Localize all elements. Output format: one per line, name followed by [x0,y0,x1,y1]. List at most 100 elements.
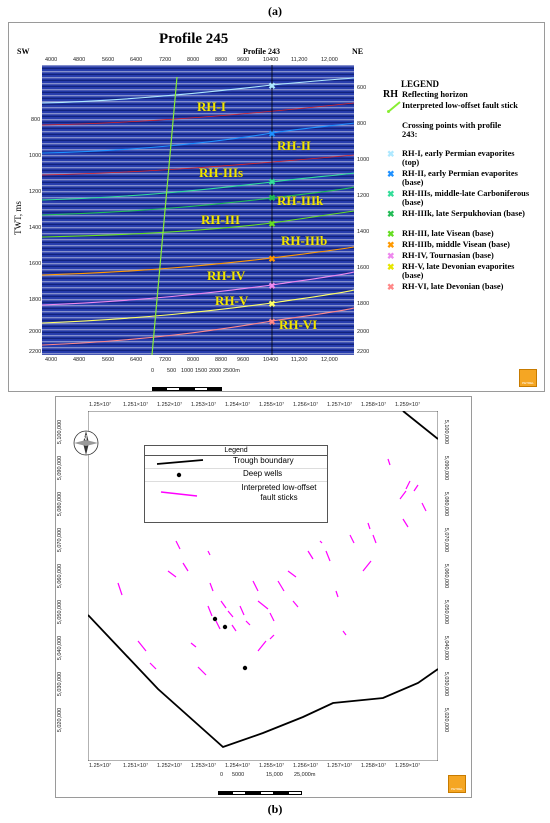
x-tick-bottom: 5600 [102,357,115,363]
trough-boundary-south [88,614,438,749]
map-x-tick-top: 1.252×10⁷ [157,402,183,408]
x-tick-top: 11,200 [291,57,308,63]
map-y-tick-right: 5,080,000 [443,491,450,517]
svg-text:✖: ✖ [268,193,276,203]
y-tick-right: 800 [357,121,367,127]
map-x-tick-bottom: 1.257×10⁷ [327,763,353,769]
y-tick-left: 1400 [29,225,42,231]
petrel-logo: PETREL [519,369,537,387]
fault-stick-icon [160,491,198,497]
horizon-label-rh-iii: RH-III [201,212,241,227]
x-tick-top: 5600 [102,57,115,63]
map-x-tick-bottom: 1.255×10⁷ [259,763,285,769]
x-tick-bottom: 12,000 [321,357,338,363]
deep-wells [212,616,248,671]
svg-text:✖: ✖ [268,177,276,187]
scale-label: 2000 [209,368,222,374]
map-x-tick-top: 1.251×10⁷ [123,402,149,408]
map-y-tick-right: 5,050,000 [443,599,450,625]
map-y-tick-left: 5,040,000 [57,635,64,661]
x-tick-top: 9600 [237,57,250,63]
legend-item: ✖ RH-IV, Tournasian (base) [387,251,494,261]
svg-text:✖: ✖ [268,299,276,309]
y-tick-left: 1800 [29,297,42,303]
horizon-lines [42,77,354,346]
svg-text:✖: ✖ [268,317,276,327]
cross-marker-icon: ✖ [387,229,395,239]
svg-text:✖: ✖ [268,81,276,91]
map-scale-label: 5000 [232,772,245,778]
x-tick-bottom: 8000 [187,357,200,363]
map-y-tick-right: 5,030,000 [443,671,450,697]
rh-abbr: RH [383,89,398,100]
trough-boundary-ne [402,411,438,440]
map-scale-label: 15,000 [266,772,283,778]
seismic-section: ✖ ✖ ✖ ✖ ✖ ✖ ✖ ✖ ✖ [42,65,354,355]
y-tick-left: 1200 [29,189,42,195]
horizon-label-rh-iv: RH-IV [207,268,246,283]
map-y-tick-right: 5,040,000 [443,635,450,661]
horizon-label-rh-iiis: RH-IIIs [199,165,244,180]
scale-label: 2500m [223,368,240,374]
map-x-tick-top: 1.257×10⁷ [327,402,353,408]
petrel-logo: PETREL [448,775,466,793]
horizon-label-rh-vi: RH-VI [279,317,318,332]
x-tick-top: 8000 [187,57,200,63]
map-y-tick-left: 5,070,000 [57,527,64,553]
map-legend-title: Legend [145,446,327,456]
crossing-profile-label: Profile 243 [243,47,280,56]
boundary-line-icon [156,459,204,465]
scale-bar-b [218,782,302,800]
map-x-tick-bottom: 1.252×10⁷ [157,763,183,769]
legend-row-faults: Interpreted low-offset fault sticks [145,482,327,508]
horizon-label-rh-v: RH-V [215,293,249,308]
profile-title: Profile 245 [159,31,229,47]
cross-marker-icon: ✖ [387,189,395,199]
legend-item: ✖ RH-II, early Permian evaporites (base) [387,169,518,188]
map-x-tick-bottom: 1.253×10⁷ [191,763,217,769]
y-tick-left: 2200 [29,349,42,355]
map-x-tick-top: 1.254×10⁷ [225,402,251,408]
crossing-legend-list: ✖ RH-I, early Permian evaporites (top) ✖ R… [387,149,537,293]
crossing-markers: ✖ ✖ ✖ ✖ ✖ ✖ ✖ ✖ ✖ [268,81,276,327]
scale-label: 500 [167,368,177,374]
map-x-tick-top: 1.25×10⁷ [89,402,112,408]
scale-bar-a [152,378,222,396]
scale-label: 1500 [195,368,208,374]
cross-marker-icon: ✖ [387,169,395,179]
y-tick-right: 1400 [357,229,370,235]
map-y-tick-left: 5,050,000 [57,599,64,625]
y-tick-left: 1600 [29,261,42,267]
map-x-tick-top: 1.258×10⁷ [361,402,387,408]
x-tick-top: 10400 [263,57,279,63]
legend-item: ✖ RH-I, early Permian evaporites (top) [387,149,515,168]
map-x-tick-top: 1.255×10⁷ [259,402,285,408]
panel-a: Profile 245 SW NE Profile 243 TWT, ms [8,22,545,392]
map-x-tick-bottom: 1.256×10⁷ [293,763,319,769]
legend-item: ✖ RH-VI, late Devonian (base) [387,282,504,292]
y-tick-right: 1800 [357,301,370,307]
x-tick-bottom: 8800 [215,357,228,363]
map-y-tick-right: 5,100,000 [443,419,450,445]
fault-description: Interpreted low-offset fault stick [402,101,518,110]
profile-legend-title: LEGEND [401,79,440,89]
y-tick-right: 1200 [357,193,370,199]
y-tick-right: 2200 [357,349,370,355]
legend-item: ✖ RH-III, late Visean (base) [387,229,494,239]
y-axis-label: TWT, ms [12,201,23,235]
x-tick-top: 6400 [130,57,143,63]
cross-marker-icon: ✖ [387,209,395,219]
panel-b: 1.25×10⁷ 1.251×10⁷ 1.252×10⁷ 1.253×10⁷ 1… [55,396,472,798]
caption-a: (a) [268,4,282,18]
x-tick-bottom: 6400 [130,357,143,363]
north-arrow-icon [72,429,100,457]
svg-text:✖: ✖ [268,219,276,229]
ne-label: NE [352,47,364,56]
cross-marker-icon: ✖ [387,251,395,261]
map-y-tick-right: 5,020,000 [443,707,450,733]
horizon-label-rh-ii: RH-II [277,138,311,153]
legend-item: ✖ RH-V, late Devonian evaporites (base) [387,262,515,281]
legend-row-boundary: Trough boundary [145,456,327,469]
map-y-tick-left: 5,080,000 [57,491,64,517]
map-y-tick-right: 5,090,000 [443,455,450,481]
